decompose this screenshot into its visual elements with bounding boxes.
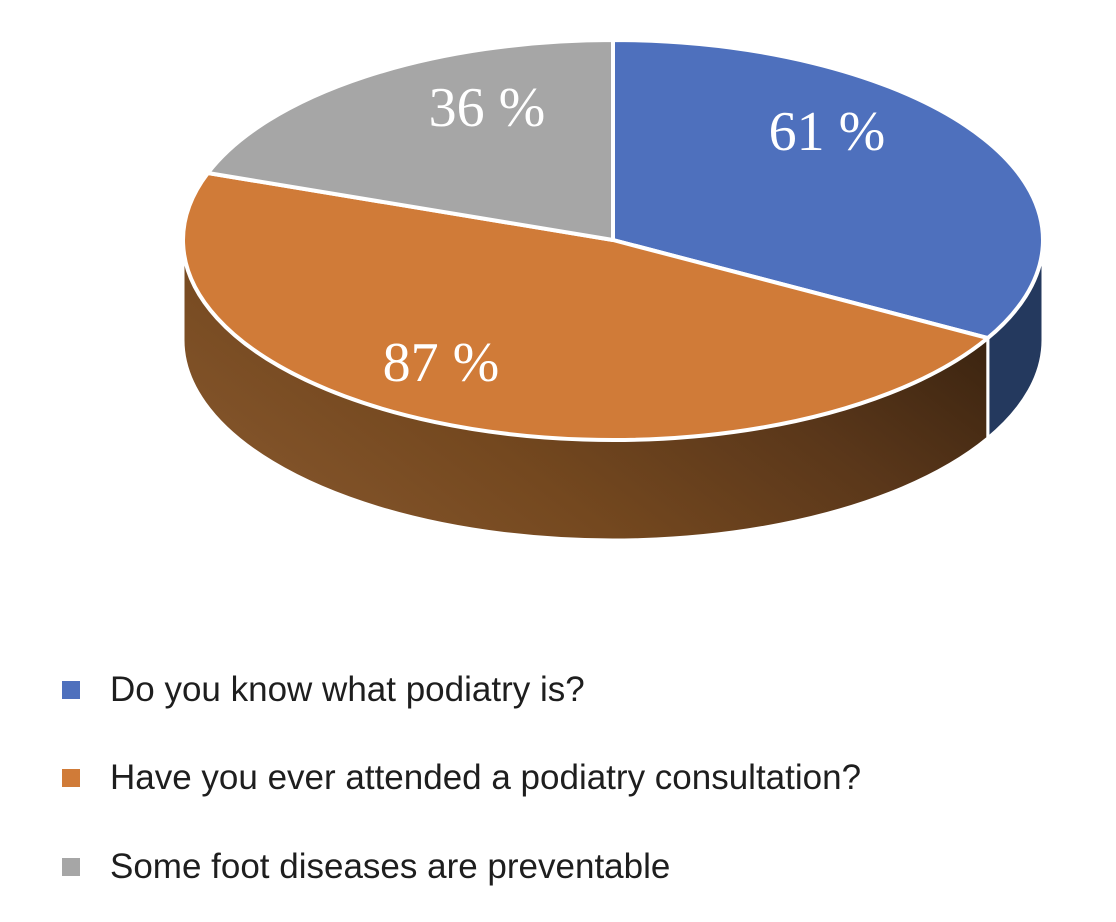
- legend-swatch-gray-icon: [62, 858, 80, 876]
- pie-data-label-1: 87 %: [383, 332, 500, 394]
- legend-item-1: Have you ever attended a podiatry consul…: [62, 758, 861, 798]
- legend-label-1: Have you ever attended a podiatry consul…: [110, 758, 862, 797]
- pie-data-label-2: 36 %: [429, 77, 546, 139]
- pie-chart-svg: 61 % 87 % 36 %: [181, 38, 1045, 542]
- legend-swatch-orange-icon: [62, 769, 80, 787]
- legend-label-2: Some foot diseases are preventable: [110, 847, 671, 886]
- pie-data-label-0: 61 %: [769, 101, 886, 163]
- pie-slice-top-1: [181, 171, 990, 442]
- legend-item-2: Some foot diseases are preventable: [62, 847, 670, 887]
- pie-chart-3d: 61 % 87 % 36 %: [181, 38, 1045, 542]
- pie-slice-top-2: [205, 38, 615, 242]
- legend-swatch-blue-icon: [62, 681, 80, 699]
- pie-slice-top-0: [611, 38, 1045, 341]
- legend-item-0: Do you know what podiatry is?: [62, 670, 585, 710]
- legend-label-0: Do you know what podiatry is?: [110, 670, 585, 709]
